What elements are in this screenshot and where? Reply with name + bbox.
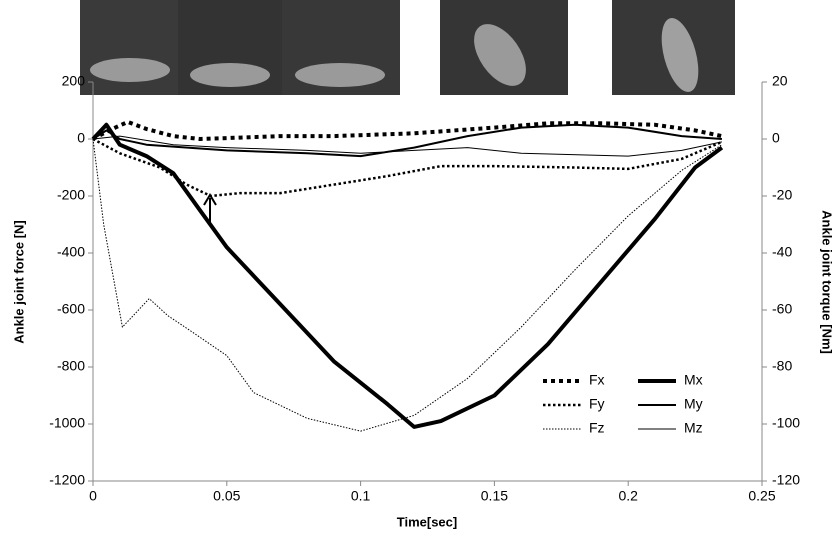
y2-tick-label: 20 (772, 73, 788, 89)
y2-tick-label: -120 (772, 472, 800, 488)
series-line (92, 119, 723, 141)
y2-tick-label: 0 (772, 130, 780, 146)
legend-label: Fx (589, 372, 605, 388)
x-tick-label: 0.15 (481, 488, 508, 504)
series-line (91, 122, 724, 429)
legend-label: My (684, 396, 703, 412)
series-line (92, 135, 723, 157)
foot (295, 63, 385, 87)
legend-label: Fz (589, 420, 605, 436)
foot (190, 63, 270, 87)
y2-tick-label: -20 (772, 187, 792, 203)
series-line (92, 138, 723, 432)
y-tick-label: -1200 (49, 472, 85, 488)
series-line (92, 123, 722, 158)
y-tick-label: 200 (62, 73, 86, 89)
y-tick-label: 0 (77, 130, 85, 146)
legend-label: Mx (684, 372, 703, 388)
foot (661, 18, 699, 92)
y-tick-label: -800 (57, 358, 85, 374)
foot (474, 24, 526, 86)
x-axis-label: Time[sec] (397, 514, 457, 529)
x-tick-label: 0.2 (618, 488, 638, 504)
legend-label: Fy (589, 396, 605, 412)
y-tick-label: -600 (57, 301, 85, 317)
x-tick-label: 0.05 (213, 488, 240, 504)
y2-tick-label: -80 (772, 358, 792, 374)
photos (80, 0, 735, 95)
legend-label: Mz (684, 420, 703, 436)
y2-tick-label: -40 (772, 244, 792, 260)
y2-tick-label: -100 (772, 415, 800, 431)
y2-tick-label: -60 (772, 301, 792, 317)
y-axis-label: Ankle joint force [N] (11, 220, 26, 344)
y-tick-label: -200 (57, 187, 85, 203)
x-tick-label: 0.25 (748, 488, 775, 504)
y2-axis-label: Ankle joint torque [Nm] (820, 210, 835, 354)
x-tick-label: 0.1 (351, 488, 371, 504)
series-line (92, 137, 723, 198)
y-tick-label: -400 (57, 244, 85, 260)
y-tick-label: -1000 (49, 415, 85, 431)
foot (90, 58, 170, 82)
x-tick-label: 0 (89, 488, 97, 504)
